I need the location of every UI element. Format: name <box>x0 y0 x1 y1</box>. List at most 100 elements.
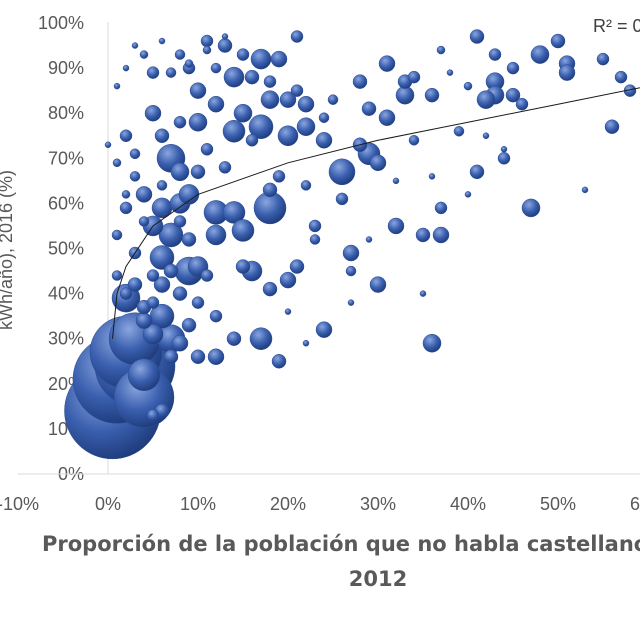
bubble <box>171 334 189 352</box>
bubble <box>127 358 161 392</box>
bubble <box>163 349 179 364</box>
x-tick-label: 60% <box>630 494 640 514</box>
bubble <box>121 190 131 199</box>
bubble <box>188 112 208 132</box>
bubble <box>111 229 123 241</box>
bubble <box>127 277 143 292</box>
bubble <box>369 276 387 293</box>
bubble <box>506 61 520 75</box>
bubble <box>558 64 576 81</box>
bubble <box>369 154 387 172</box>
bubble <box>154 128 170 143</box>
bubble <box>289 259 305 274</box>
bubble <box>436 45 446 55</box>
bubble <box>131 42 139 49</box>
bubble <box>387 217 405 235</box>
bubble <box>207 95 225 113</box>
bubble <box>104 141 112 149</box>
bubble <box>446 69 454 76</box>
bubble <box>231 219 255 242</box>
bubble <box>260 90 280 109</box>
bubble <box>139 50 149 59</box>
x-tick-label: 50% <box>540 494 576 514</box>
bubble <box>378 55 396 72</box>
bubble <box>408 135 420 146</box>
bubble <box>217 38 233 53</box>
x-tick-label: 40% <box>450 494 486 514</box>
r-squared-annotation: R² = 0 <box>593 16 640 36</box>
bubble <box>270 50 288 68</box>
bubble <box>111 270 123 281</box>
bubble <box>181 317 197 333</box>
bubble <box>392 177 400 185</box>
bubble <box>515 97 529 111</box>
bubble <box>235 259 251 274</box>
bubble <box>407 70 421 84</box>
bubble <box>226 331 242 346</box>
bubble <box>146 269 160 282</box>
x-axis-label-line1: Proporción de la población que no habla … <box>42 532 640 556</box>
bubble <box>432 226 450 244</box>
bubble <box>347 299 355 306</box>
bubble <box>604 119 620 134</box>
bubble <box>146 66 160 79</box>
bubble <box>335 192 349 206</box>
bubble <box>156 180 168 191</box>
bubble <box>352 74 368 89</box>
bubble <box>135 312 153 329</box>
bubble <box>250 48 272 70</box>
y-tick-label: 50% <box>48 239 84 259</box>
bubble <box>153 276 171 293</box>
bubble <box>342 244 360 262</box>
bubble <box>277 125 299 146</box>
bubble <box>142 323 164 345</box>
bubble <box>308 219 322 233</box>
bubble <box>190 349 206 364</box>
bubble <box>476 90 496 109</box>
bubble <box>434 201 448 215</box>
bubble <box>309 234 321 245</box>
bubble <box>205 224 227 246</box>
bubble <box>315 132 333 149</box>
bubble <box>146 296 160 309</box>
bubble <box>174 49 186 60</box>
bubble <box>202 45 212 55</box>
bubble <box>581 186 589 194</box>
bubble <box>290 84 304 97</box>
bubble <box>184 59 194 68</box>
bubble <box>279 91 297 108</box>
bubble <box>146 409 160 422</box>
bubble <box>189 82 207 99</box>
bubble <box>271 354 287 369</box>
bubble <box>318 112 330 123</box>
bubble <box>158 37 166 45</box>
bubble <box>233 103 253 123</box>
y-tick-label: 80% <box>48 103 84 123</box>
bubble <box>129 148 141 160</box>
bubble <box>181 232 197 247</box>
bubble <box>361 101 377 116</box>
bubble <box>209 309 223 323</box>
y-tick-label: 30% <box>48 329 84 349</box>
bubble <box>222 119 246 143</box>
bubble <box>248 114 274 139</box>
bubble <box>482 132 490 139</box>
bubble <box>113 82 121 90</box>
x-tick-label: -10% <box>0 494 39 514</box>
bubble <box>464 191 472 198</box>
bubble <box>249 327 273 350</box>
bubble <box>144 104 162 122</box>
bubble <box>218 161 232 174</box>
y-tick-label: 40% <box>48 284 84 304</box>
bubble <box>530 45 550 64</box>
bubble <box>190 164 206 180</box>
bubble <box>302 339 310 347</box>
bubble <box>505 87 521 103</box>
bubble <box>223 66 245 88</box>
bubble <box>315 321 333 338</box>
bubble <box>119 201 133 215</box>
x-tick-label: 0% <box>95 494 121 514</box>
bubble <box>428 173 436 180</box>
bubble <box>222 201 246 224</box>
